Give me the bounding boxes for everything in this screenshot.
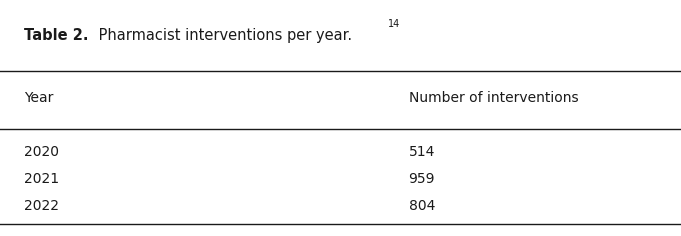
Text: 959: 959 <box>409 172 435 186</box>
Text: Table 2.: Table 2. <box>24 28 89 43</box>
Text: 2020: 2020 <box>24 145 59 159</box>
Text: Number of interventions: Number of interventions <box>409 91 578 105</box>
Text: 514: 514 <box>409 145 435 159</box>
Text: Year: Year <box>24 91 53 105</box>
Text: 2021: 2021 <box>24 172 59 186</box>
Text: 2022: 2022 <box>24 199 59 214</box>
Text: Pharmacist interventions per year.: Pharmacist interventions per year. <box>94 28 352 43</box>
Text: 804: 804 <box>409 199 435 214</box>
Text: 14: 14 <box>388 19 400 29</box>
